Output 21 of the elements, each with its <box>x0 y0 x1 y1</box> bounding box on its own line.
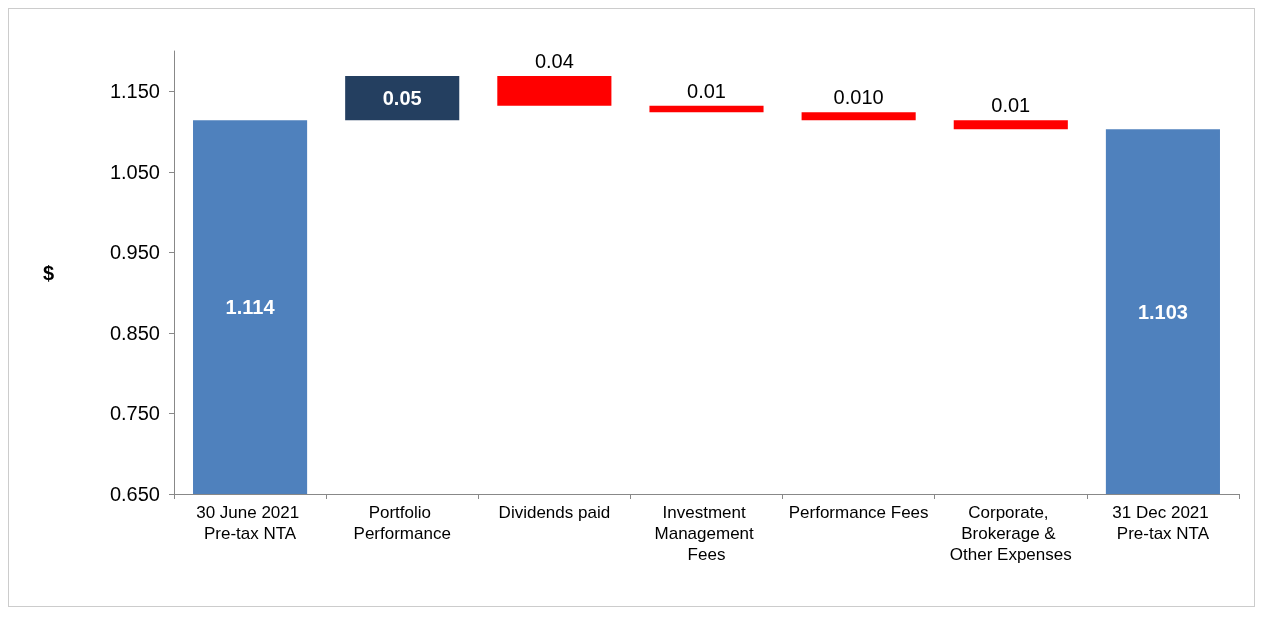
data-label: 0.04 <box>534 49 574 72</box>
x-tick-label: Portfolio Performance <box>353 503 451 543</box>
y-tick-label: 1.050 <box>109 160 160 183</box>
x-tick-label: 30 June 2021 Pre-tax NTA <box>196 503 304 543</box>
x-tick-label: Dividends paid <box>498 503 611 522</box>
y-tick-label: 0.650 <box>109 483 160 505</box>
y-axis-title: $ <box>42 261 54 284</box>
y-tick-label: 0.950 <box>109 241 160 264</box>
data-label: 1.103 <box>1137 300 1188 323</box>
x-tick-label: Performance Fees <box>788 503 929 522</box>
data-label: 0.05 <box>382 87 422 110</box>
data-label: 0.01 <box>991 94 1031 117</box>
y-tick-label: 0.850 <box>109 321 160 344</box>
x-tick-label: Investment Management Fees <box>654 503 759 564</box>
data-label: 1.114 <box>225 296 276 319</box>
data-label: 0.010 <box>833 86 884 109</box>
x-tick-label: Corporate, Brokerage & Other Expenses <box>949 503 1072 564</box>
y-tick-label: 0.750 <box>109 402 160 425</box>
x-tick-label: 31 Dec 2021 Pre-tax NTA <box>1112 503 1214 543</box>
y-tick-label: 1.150 <box>109 80 160 103</box>
data-label: 0.01 <box>687 79 726 102</box>
